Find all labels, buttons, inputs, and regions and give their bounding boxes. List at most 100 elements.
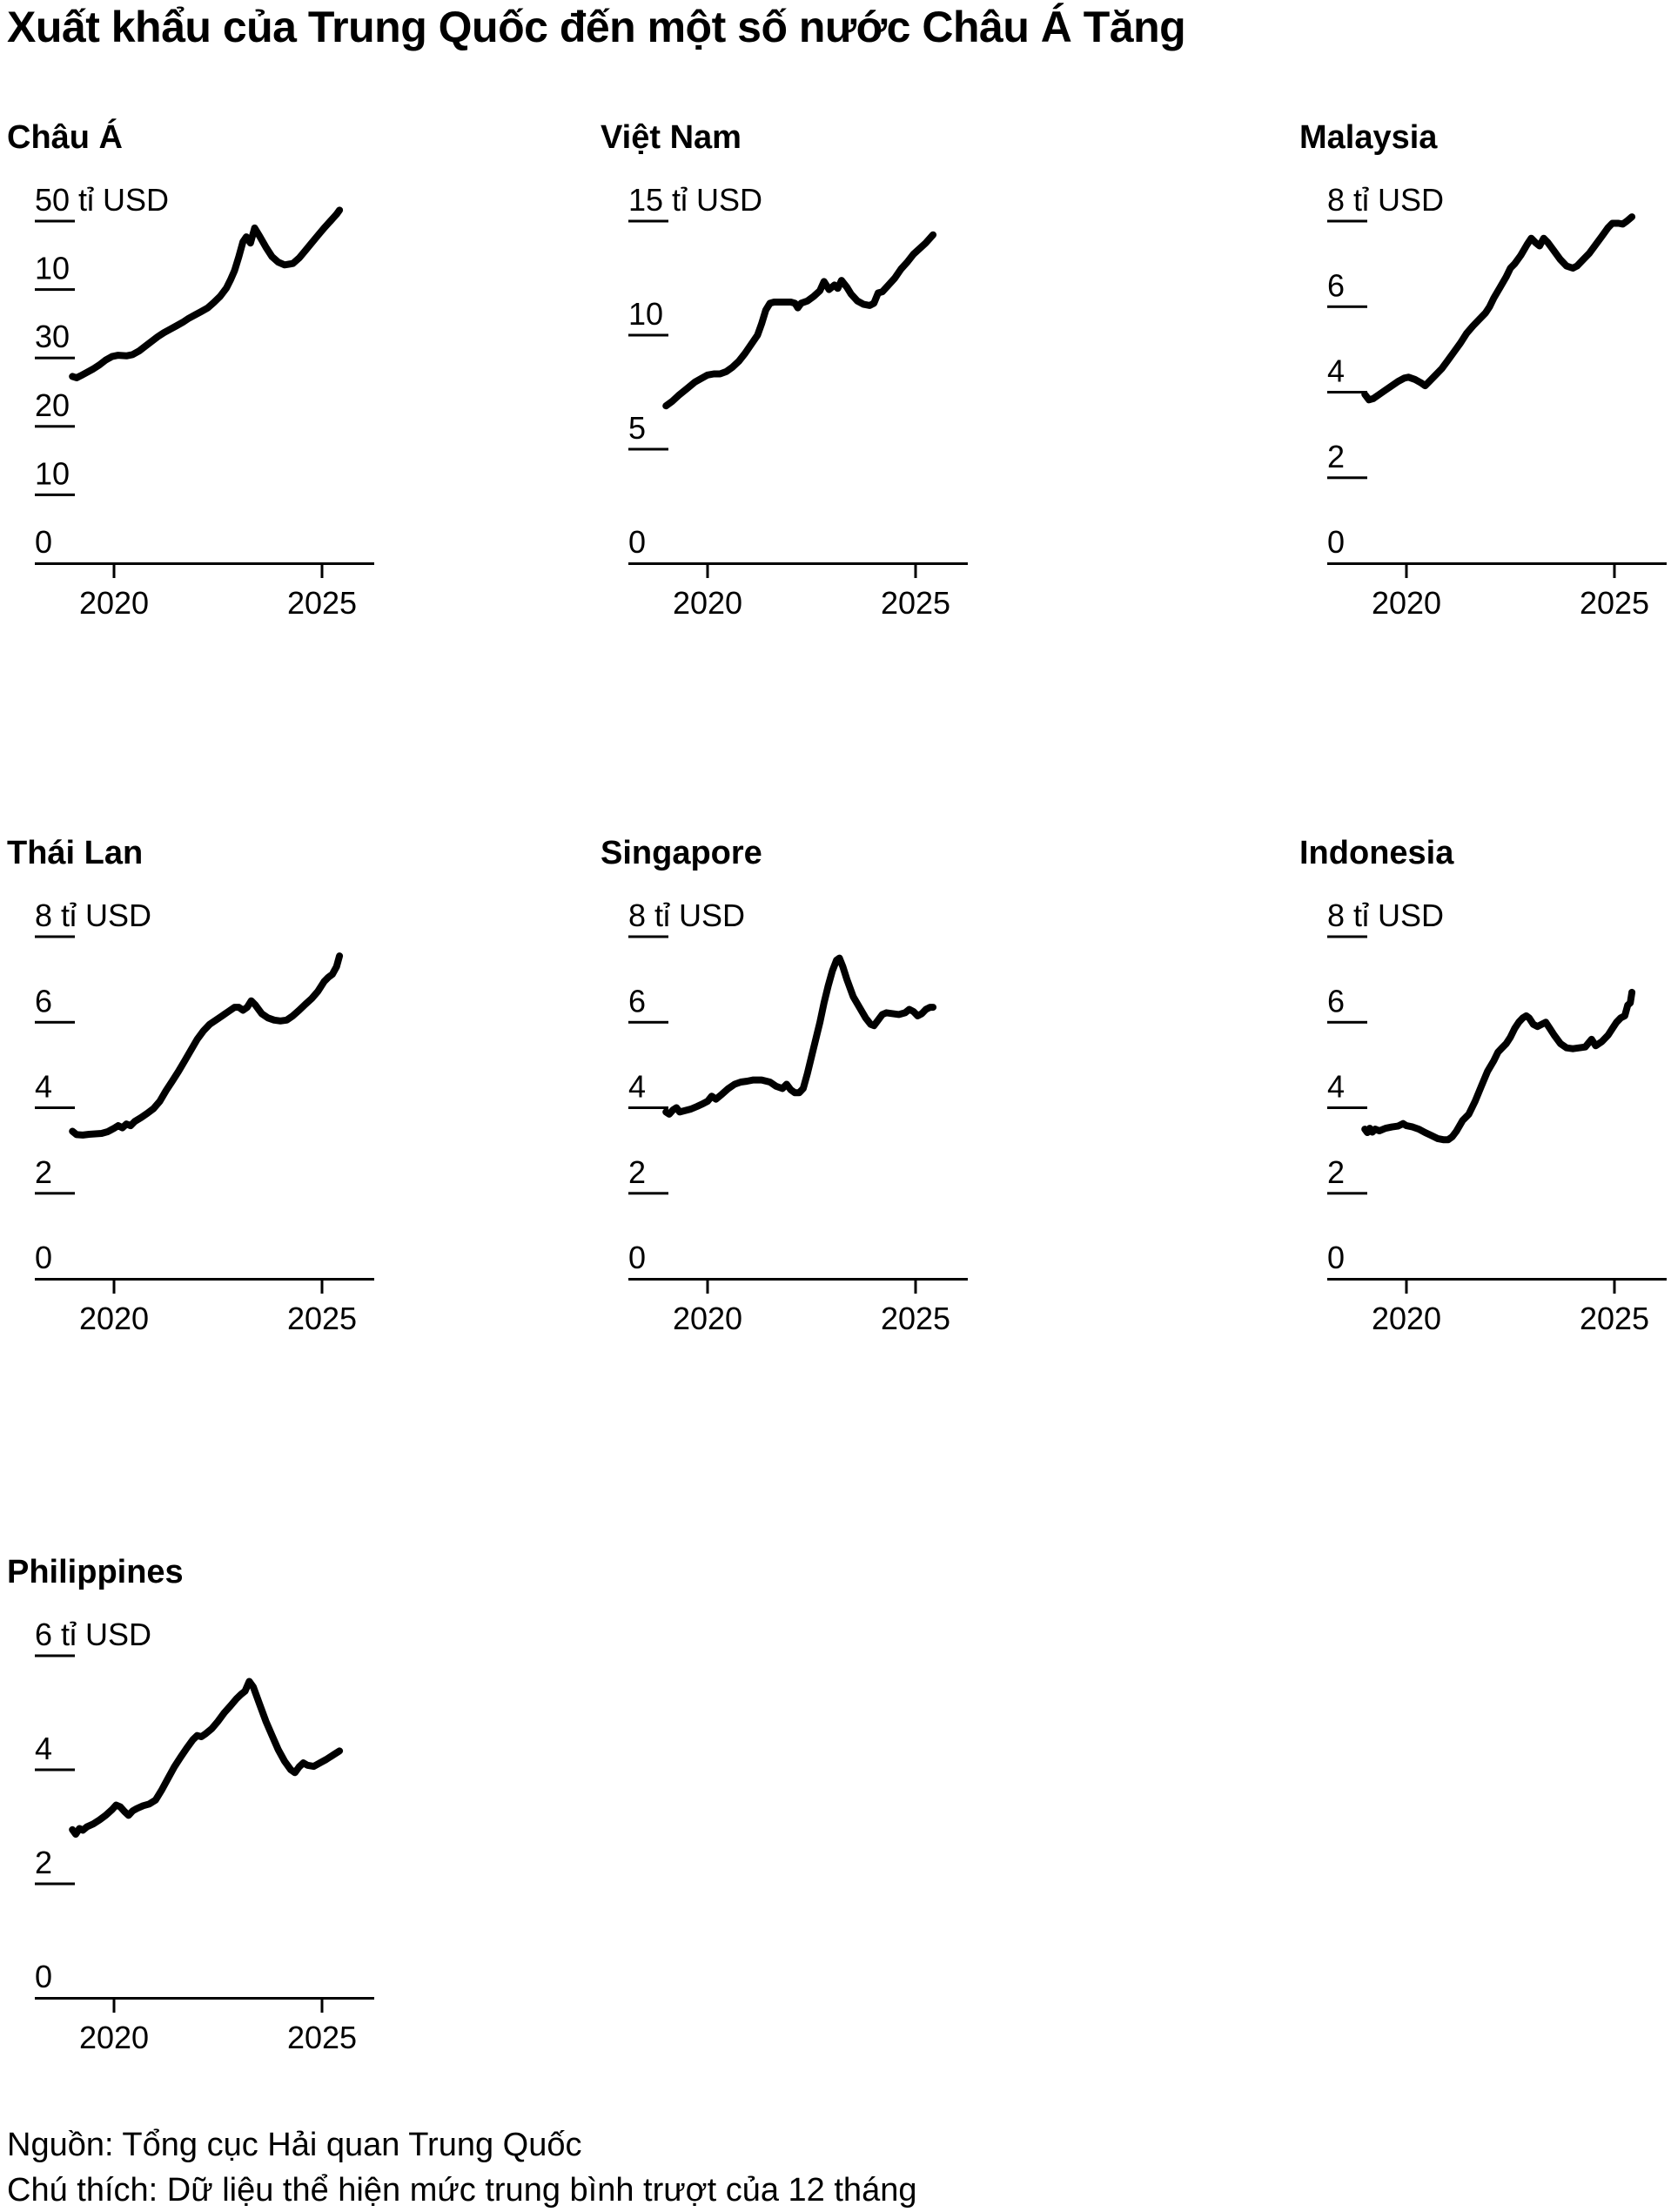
y-tick-mark: [1327, 305, 1367, 308]
y-tick-label: 8 tỉ USD: [1327, 182, 1444, 218]
x-axis-line: [628, 1278, 968, 1281]
y-tick-label: 6 tỉ USD: [35, 1617, 151, 1652]
y-tick-label: 4: [35, 1069, 52, 1105]
y-tick-label: 0: [628, 524, 646, 560]
subplot-canvas-chau-a: 50 tỉ USD 10 30 20 10 0 2020 2025: [35, 182, 374, 621]
y-tick-label: 15 tỉ USD: [628, 182, 762, 218]
data-line: [1361, 988, 1636, 1144]
x-tick-label: 2025: [881, 585, 950, 621]
x-tick-mark: [320, 1281, 324, 1294]
source-note: Nguồn: Tổng cục Hải quan Trung Quốc: [7, 2127, 582, 2163]
figure-footer: Nguồn: Tổng cục Hải quan Trung Quốc Chú …: [7, 2122, 916, 2212]
x-tick-mark: [1405, 1281, 1408, 1294]
x-tick-label: 2025: [287, 1301, 357, 1336]
y-tick-label: 5: [628, 410, 646, 446]
y-tick-label: 2: [1327, 1154, 1345, 1190]
x-tick-label: 2020: [79, 2020, 149, 2055]
data-line: [69, 952, 344, 1139]
y-tick-mark: [35, 1020, 75, 1024]
subplot-canvas-viet-nam: 15 tỉ USD 10 5 0 2020 2025: [628, 182, 968, 621]
x-tick-mark: [1405, 565, 1408, 578]
y-tick-mark: [628, 1192, 668, 1195]
x-axis-line: [35, 1997, 374, 2000]
y-tick-mark: [35, 1192, 75, 1195]
subplot-philippines: Philippines 6 tỉ USD 4 2 0 2020 2025: [7, 1553, 390, 2067]
y-tick-mark: [1327, 1020, 1367, 1024]
x-axis-line: [1327, 1278, 1667, 1281]
subplot-viet-nam: Việt Nam 15 tỉ USD 10 5 0 2020 2025: [601, 118, 983, 632]
subplot-title-singapore: Singapore: [601, 835, 762, 871]
figure-title: Xuất khẩu của Trung Quốc đến một số nước…: [7, 3, 1186, 51]
y-tick-mark: [35, 1882, 75, 1886]
y-tick-label: 2: [628, 1154, 646, 1190]
y-tick-mark: [1327, 219, 1367, 223]
y-tick-mark: [628, 935, 668, 938]
x-tick-mark: [320, 2000, 324, 2013]
subplot-title-malaysia: Malaysia: [1299, 119, 1438, 156]
x-tick-label: 2020: [673, 585, 742, 621]
y-tick-mark: [1327, 1106, 1367, 1109]
y-tick-mark: [35, 1106, 75, 1109]
y-tick-label: 0: [35, 1959, 52, 1994]
y-tick-label: 6: [35, 983, 52, 1019]
subplot-title-chau-a: Châu Á: [7, 119, 123, 156]
x-tick-label: 2025: [1580, 1301, 1649, 1336]
y-tick-label: 10: [35, 455, 70, 491]
subplot-thai-lan: Thái Lan 8 tỉ USD 6 4 2 0 2020 2025: [7, 834, 390, 1348]
y-tick-label: 2: [35, 1154, 52, 1190]
x-tick-label: 2020: [79, 585, 149, 621]
y-tick-label: 2: [1327, 439, 1345, 474]
y-tick-label: 8 tỉ USD: [1327, 898, 1444, 933]
methodology-note: Chú thích: Dữ liệu thể hiện mức trung bì…: [7, 2172, 917, 2209]
x-axis-line: [35, 562, 374, 565]
y-tick-mark: [35, 1768, 75, 1772]
y-tick-mark: [35, 288, 75, 292]
y-tick-label: 0: [1327, 524, 1345, 560]
y-tick-label: 4: [35, 1731, 52, 1766]
y-tick-mark: [628, 219, 668, 223]
y-tick-label: 6: [1327, 267, 1345, 303]
x-tick-label: 2020: [1372, 585, 1441, 621]
data-line: [69, 206, 344, 381]
subplot-singapore: Singapore 8 tỉ USD 6 4 2 0 2020 2025: [601, 834, 983, 1348]
y-tick-mark: [628, 447, 668, 451]
subplot-title-philippines: Philippines: [7, 1554, 184, 1590]
x-tick-mark: [914, 565, 917, 578]
y-tick-label: 0: [35, 1240, 52, 1275]
y-tick-label: 10: [628, 296, 663, 332]
y-tick-mark: [35, 219, 75, 223]
y-tick-mark: [35, 935, 75, 938]
x-tick-label: 2025: [881, 1301, 950, 1336]
x-tick-mark: [1613, 565, 1616, 578]
x-tick-label: 2025: [1580, 585, 1649, 621]
y-tick-label: 50 tỉ USD: [35, 182, 169, 218]
y-tick-label: 2: [35, 1845, 52, 1880]
x-tick-mark: [706, 1281, 709, 1294]
x-axis-line: [1327, 562, 1667, 565]
y-tick-label: 8 tỉ USD: [628, 898, 745, 933]
y-tick-mark: [1327, 935, 1367, 938]
y-tick-mark: [35, 1654, 75, 1657]
y-tick-label: 8 tỉ USD: [35, 898, 151, 933]
y-tick-mark: [1327, 391, 1367, 393]
x-tick-mark: [706, 565, 709, 578]
data-line: [662, 954, 937, 1118]
x-tick-mark: [112, 1281, 116, 1294]
subplot-chau-a: Châu Á 50 tỉ USD 10 30 20 10 0 2020 2025: [7, 118, 390, 632]
y-tick-mark: [1327, 476, 1367, 480]
x-tick-label: 2020: [79, 1301, 149, 1336]
y-tick-label: 10: [35, 251, 70, 286]
y-tick-label: 4: [1327, 1069, 1345, 1105]
y-tick-label: 20: [35, 387, 70, 423]
y-tick-label: 0: [628, 1240, 646, 1275]
x-tick-mark: [112, 2000, 116, 2013]
y-tick-mark: [35, 356, 75, 360]
x-tick-mark: [112, 565, 116, 578]
x-tick-label: 2020: [673, 1301, 742, 1336]
y-tick-mark: [628, 1020, 668, 1024]
x-tick-mark: [914, 1281, 917, 1294]
